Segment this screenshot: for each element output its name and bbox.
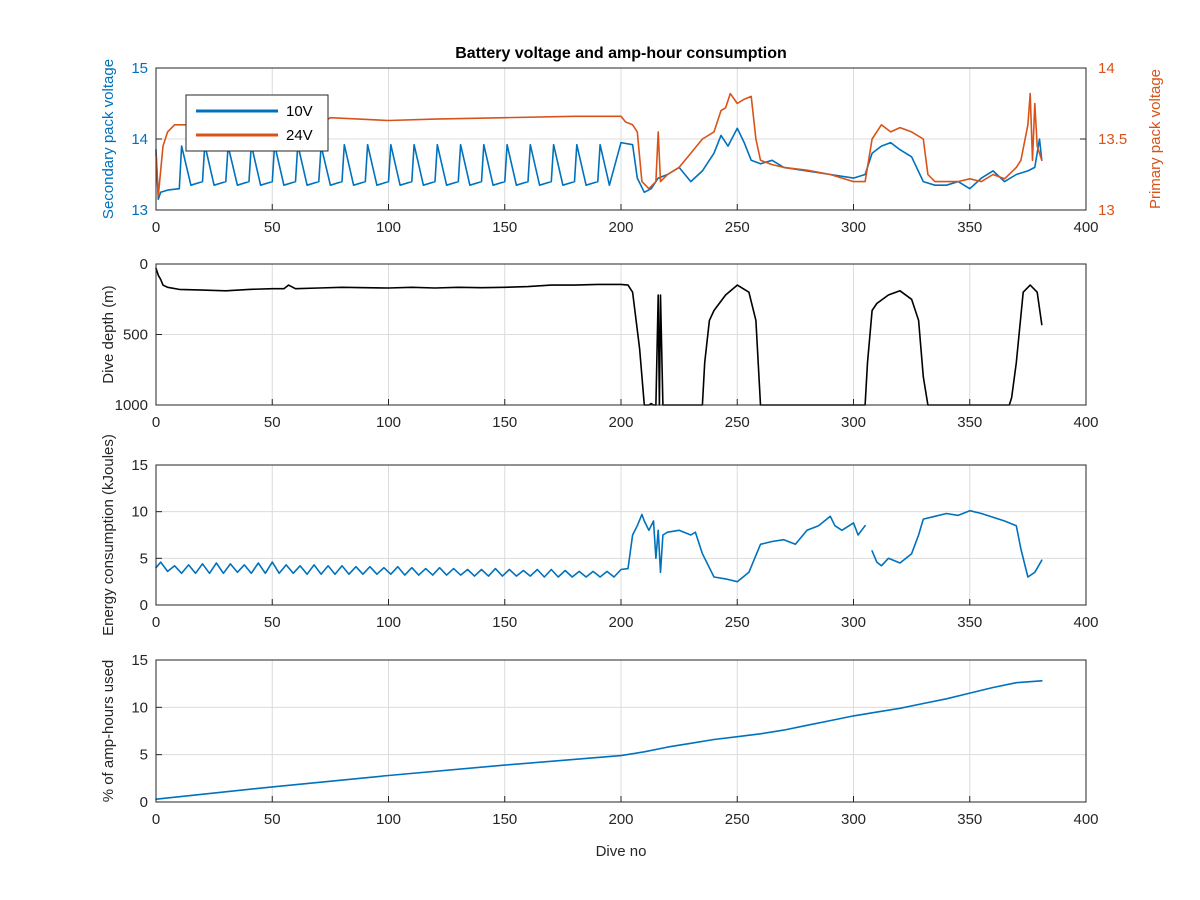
energy-ticks: 0 50 100 150 200 250 300 350 400 0 5 10 15 xyxy=(131,457,1098,631)
energy-y-tick-0: 0 xyxy=(140,597,148,614)
depth-x-tick-50: 50 xyxy=(264,414,281,431)
voltage-x-tick-150: 150 xyxy=(492,219,517,236)
depth-x-tick-300: 300 xyxy=(841,414,866,431)
energy-consumption-label: Energy consumption (kJoules) xyxy=(100,434,117,636)
voltage-x-tick-50: 50 xyxy=(264,219,281,236)
energy-series-group xyxy=(155,509,1043,583)
amp-hours-series-group xyxy=(155,680,1043,800)
legend-box xyxy=(185,94,329,152)
voltage-y-right-tick-14: 14 xyxy=(1098,60,1115,77)
depth-y-tick-0: 0 xyxy=(140,256,148,273)
dive-no-label: Dive no xyxy=(596,843,647,860)
energy-x-tick-400: 400 xyxy=(1073,614,1098,631)
amp-hours-used-label: % of amp-hours used xyxy=(100,660,117,803)
voltage-y-tick-15: 15 xyxy=(131,60,148,77)
depth-ticks: 0 50 100 150 200 250 300 350 400 0 500 1000 xyxy=(115,256,1099,431)
voltage-legend: 10V 24V xyxy=(185,94,329,152)
depth-panel: 0 50 100 150 200 250 300 350 400 0 500 1000 Dive de… xyxy=(100,256,1099,431)
amp-hours-y-tick-5: 5 xyxy=(140,747,148,764)
energy-x-tick-0: 0 xyxy=(152,614,160,631)
voltage-y-tick-14: 14 xyxy=(131,131,148,148)
amp-hours-x-tick-250: 250 xyxy=(725,811,750,828)
amp-hours-x-tick-200: 200 xyxy=(608,811,633,828)
energy-y-tick-10: 10 xyxy=(131,504,148,521)
energy-series-0-line-segment-0 xyxy=(155,513,866,583)
voltage-x-tick-300: 300 xyxy=(841,219,866,236)
energy-x-tick-50: 50 xyxy=(264,614,281,631)
voltage-x-tick-400: 400 xyxy=(1073,219,1098,236)
depth-x-tick-150: 150 xyxy=(492,414,517,431)
amp-hours-y-tick-0: 0 xyxy=(140,794,148,811)
amp-hours-x-tick-350: 350 xyxy=(957,811,982,828)
energy-series-0-line-segment-1 xyxy=(871,509,1043,578)
depth-x-tick-250: 250 xyxy=(725,414,750,431)
amp-hours-panel: 0 50 100 150 200 250 300 350 400 0 5 10 15 % of amp-… xyxy=(100,652,1099,860)
voltage-x-tick-100: 100 xyxy=(376,219,401,236)
amp-hours-x-tick-300: 300 xyxy=(841,811,866,828)
primary-pack-voltage-label: Primary pack voltage xyxy=(1147,69,1164,209)
voltage-x-tick-350: 350 xyxy=(957,219,982,236)
amp-hours-x-tick-400: 400 xyxy=(1073,811,1098,828)
voltage-24v-line xyxy=(155,92,1043,197)
energy-x-tick-200: 200 xyxy=(608,614,633,631)
depth-y-tick-500: 500 xyxy=(123,327,148,344)
energy-x-tick-100: 100 xyxy=(376,614,401,631)
energy-y-tick-5: 5 xyxy=(140,550,148,567)
voltage-x-tick-0: 0 xyxy=(152,219,160,236)
amp-hours-series-0-line xyxy=(155,680,1043,800)
amp-hours-x-tick-150: 150 xyxy=(492,811,517,828)
energy-x-tick-350: 350 xyxy=(957,614,982,631)
voltage-y-tick-13: 13 xyxy=(131,202,148,219)
secondary-pack-voltage-label: Secondary pack voltage xyxy=(100,59,117,219)
energy-x-tick-150: 150 xyxy=(492,614,517,631)
depth-y-tick-1000: 1000 xyxy=(115,397,148,414)
depth-x-tick-350: 350 xyxy=(957,414,982,431)
voltage-y-right-tick-13-5: 13.5 xyxy=(1098,131,1127,148)
energy-panel: 0 50 100 150 200 250 300 350 400 0 5 10 15 Energy co… xyxy=(100,434,1099,636)
depth-x-tick-200: 200 xyxy=(608,414,633,431)
amp-hours-y-tick-15: 15 xyxy=(131,652,148,669)
amp-hours-y-tick-10: 10 xyxy=(131,699,148,716)
dive-depth-label: Dive depth (m) xyxy=(100,285,117,383)
voltage-x-tick-200: 200 xyxy=(608,219,633,236)
amp-hours-x-tick-0: 0 xyxy=(152,811,160,828)
amp-hours-x-tick-50: 50 xyxy=(264,811,281,828)
depth-x-tick-0: 0 xyxy=(152,414,160,431)
depth-x-tick-400: 400 xyxy=(1073,414,1098,431)
energy-x-tick-300: 300 xyxy=(841,614,866,631)
energy-x-tick-250: 250 xyxy=(725,614,750,631)
amp-hours-ticks: 0 50 100 150 200 250 300 350 400 0 5 10 15 xyxy=(131,652,1098,828)
energy-y-tick-15: 15 xyxy=(131,457,148,474)
voltage-x-tick-250: 250 xyxy=(725,219,750,236)
legend-label-10v: 10V xyxy=(286,103,313,120)
voltage-y-right-tick-13: 13 xyxy=(1098,202,1115,219)
legend-label-24v: 24V xyxy=(286,127,313,144)
depth-x-tick-100: 100 xyxy=(376,414,401,431)
amp-hours-x-tick-100: 100 xyxy=(376,811,401,828)
chart-title: Battery voltage and amp-hour consumption xyxy=(455,45,787,62)
